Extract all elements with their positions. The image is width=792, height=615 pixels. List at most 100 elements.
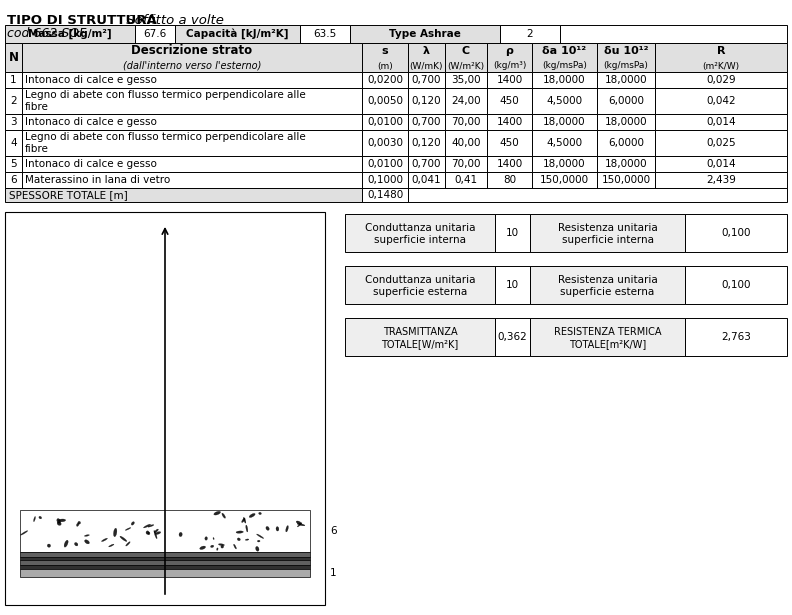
Text: 0,100: 0,100	[722, 280, 751, 290]
Ellipse shape	[246, 525, 248, 532]
Text: 150,0000: 150,0000	[540, 175, 589, 185]
Text: Massa [kg/m²]: Massa [kg/m²]	[29, 29, 112, 39]
Bar	[362, 43, 408, 72]
Text: 35,00: 35,00	[451, 75, 481, 85]
Bar	[135, 25, 175, 43]
Text: 4,5000: 4,5000	[546, 96, 583, 106]
Ellipse shape	[148, 525, 154, 527]
Bar	[530, 266, 685, 304]
Bar	[22, 172, 362, 188]
Bar	[655, 172, 787, 188]
Bar	[685, 318, 787, 356]
Text: 80: 80	[503, 175, 516, 185]
Bar	[487, 172, 532, 188]
Ellipse shape	[21, 531, 28, 535]
Ellipse shape	[101, 538, 108, 542]
Bar	[408, 72, 445, 88]
Ellipse shape	[266, 526, 269, 530]
Text: 1: 1	[10, 75, 17, 85]
Text: 0,120: 0,120	[412, 138, 441, 148]
Bar	[597, 172, 655, 188]
Bar	[487, 156, 532, 172]
Ellipse shape	[246, 539, 249, 541]
Ellipse shape	[214, 511, 220, 515]
Bar	[655, 130, 787, 156]
Bar	[22, 156, 362, 172]
Bar	[445, 72, 487, 88]
Ellipse shape	[238, 538, 240, 541]
Text: Resistenza unitaria: Resistenza unitaria	[558, 223, 657, 233]
Bar	[20, 569, 310, 577]
Bar	[445, 156, 487, 172]
Text: TRASMITTANZA: TRASMITTANZA	[383, 327, 457, 337]
Text: 1: 1	[330, 568, 337, 578]
Text: superficie interna: superficie interna	[374, 235, 466, 245]
Text: 18,0000: 18,0000	[604, 117, 647, 127]
Ellipse shape	[120, 536, 127, 541]
Ellipse shape	[77, 523, 79, 526]
Text: 6,0000: 6,0000	[608, 96, 644, 106]
Text: 0,0050: 0,0050	[367, 96, 403, 106]
Text: 2,439: 2,439	[706, 175, 736, 185]
Bar	[20, 552, 310, 557]
Ellipse shape	[222, 513, 226, 518]
Text: (W/m²K): (W/m²K)	[447, 62, 485, 71]
Text: Intonaco di calce e gesso: Intonaco di calce e gesso	[25, 159, 157, 169]
Bar	[362, 172, 408, 188]
Bar	[408, 88, 445, 114]
Text: (kg/m³): (kg/m³)	[493, 62, 526, 71]
Bar	[5, 212, 325, 605]
Text: 1400: 1400	[497, 117, 523, 127]
Ellipse shape	[257, 540, 260, 542]
Bar	[5, 130, 22, 156]
Ellipse shape	[64, 540, 68, 547]
Bar	[22, 114, 362, 130]
Text: 0,041: 0,041	[412, 175, 441, 185]
Bar	[655, 43, 787, 72]
Text: cod 662 SOF: cod 662 SOF	[7, 27, 86, 40]
Text: 18,0000: 18,0000	[543, 159, 586, 169]
Bar	[560, 25, 787, 43]
Bar	[5, 43, 22, 72]
Text: Capacità [kJ/m²K]: Capacità [kJ/m²K]	[186, 29, 289, 39]
Text: 0,025: 0,025	[706, 138, 736, 148]
Ellipse shape	[256, 547, 259, 551]
Text: ρ: ρ	[505, 46, 513, 55]
Ellipse shape	[113, 528, 117, 537]
Ellipse shape	[146, 531, 149, 534]
Ellipse shape	[249, 514, 255, 517]
Text: RESISTENZA TERMICA: RESISTENZA TERMICA	[554, 327, 661, 337]
Bar	[655, 88, 787, 114]
Text: 0,042: 0,042	[706, 96, 736, 106]
Bar	[22, 43, 362, 72]
Text: 18,0000: 18,0000	[604, 75, 647, 85]
Bar	[532, 43, 597, 72]
Ellipse shape	[243, 517, 246, 523]
Bar	[5, 188, 362, 202]
Ellipse shape	[59, 519, 66, 522]
Bar	[175, 25, 300, 43]
Bar	[597, 72, 655, 88]
Bar	[408, 130, 445, 156]
Ellipse shape	[297, 523, 302, 527]
Bar	[5, 156, 22, 172]
Bar	[362, 130, 408, 156]
Bar	[5, 114, 22, 130]
Text: (kg/msPa): (kg/msPa)	[604, 62, 649, 71]
Ellipse shape	[109, 544, 114, 547]
Text: Legno di abete con flusso termico perpendicolare alle: Legno di abete con flusso termico perpen…	[25, 90, 306, 100]
Bar	[408, 43, 445, 72]
Text: 0,1480: 0,1480	[367, 190, 403, 200]
Bar	[597, 43, 655, 72]
Bar	[597, 88, 655, 114]
Text: Resistenza unitaria: Resistenza unitaria	[558, 275, 657, 285]
Text: TOTALE[W/m²K]: TOTALE[W/m²K]	[382, 339, 459, 349]
Ellipse shape	[296, 521, 301, 524]
Ellipse shape	[147, 532, 150, 535]
Ellipse shape	[217, 548, 218, 550]
Text: 1400: 1400	[497, 75, 523, 85]
Bar	[597, 130, 655, 156]
Text: 0,700: 0,700	[412, 75, 441, 85]
Text: Conduttanza unitaria: Conduttanza unitaria	[365, 223, 475, 233]
Ellipse shape	[131, 522, 135, 525]
